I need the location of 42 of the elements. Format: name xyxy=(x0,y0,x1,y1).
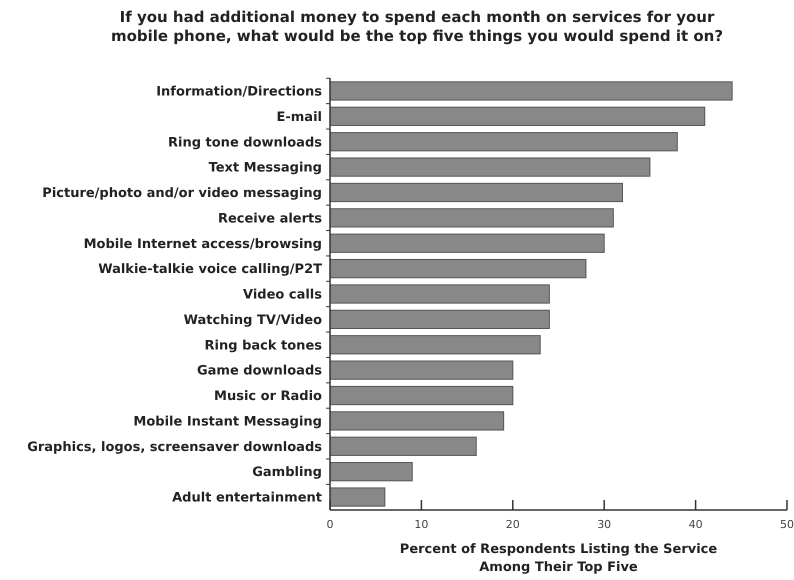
bar xyxy=(330,487,386,507)
bar xyxy=(330,335,541,354)
y-tick-label: Gambling xyxy=(252,465,322,480)
bar xyxy=(330,411,504,431)
y-tick-label: Watching TV/Video xyxy=(184,312,322,328)
bar xyxy=(330,462,413,482)
bar xyxy=(330,132,678,152)
y-tick-label: Adult entertainment xyxy=(172,490,322,506)
x-tick-label: 30 xyxy=(597,518,612,531)
y-tick-label: Ring tone downloads xyxy=(168,135,322,150)
y-tick-label: Graphics, logos, screensaver downloads xyxy=(27,440,322,455)
bar xyxy=(330,310,550,330)
bar xyxy=(330,106,706,126)
bar xyxy=(330,360,514,380)
x-axis-title: Percent of Respondents Listing the Service Among Their Top Five xyxy=(400,542,718,575)
bar xyxy=(330,284,550,304)
y-tick-label: Ring back tones xyxy=(204,338,322,354)
y-tick-label: Receive alerts xyxy=(218,211,322,226)
x-tick-label: 20 xyxy=(506,518,520,531)
chart-title: If you had additional money to spend each month on services for your mobile phone, what would be the top five things you would spend it on? xyxy=(110,8,724,45)
bar xyxy=(330,81,733,101)
y-tick-label: Music or Radio xyxy=(214,389,322,404)
y-tick-label: Video calls xyxy=(243,288,322,303)
bar xyxy=(330,182,623,202)
bar xyxy=(330,234,605,253)
y-tick-label: Information/Directions xyxy=(156,84,322,100)
bar xyxy=(330,157,650,177)
y-tick-label: Game downloads xyxy=(196,364,322,379)
y-tick-label: Mobile Internet access/browsing xyxy=(84,236,322,252)
bar xyxy=(330,436,477,456)
x-tick-label: 0 xyxy=(326,518,334,531)
y-tick-label: Picture/photo and/or video messaging xyxy=(42,186,322,202)
bar xyxy=(330,386,514,406)
x-tick-label: 10 xyxy=(414,518,428,531)
y-tick-label: E-mail xyxy=(276,110,322,125)
y-tick-label: Text Messaging xyxy=(208,160,322,176)
x-tick-label: 50 xyxy=(780,518,794,531)
x-tick-label: 40 xyxy=(688,518,703,531)
bar xyxy=(330,208,614,228)
y-tick-label: Walkie-talkie voice calling/P2T xyxy=(98,262,322,278)
y-tick-label: Mobile Instant Messaging xyxy=(133,414,322,430)
bar xyxy=(330,258,586,278)
